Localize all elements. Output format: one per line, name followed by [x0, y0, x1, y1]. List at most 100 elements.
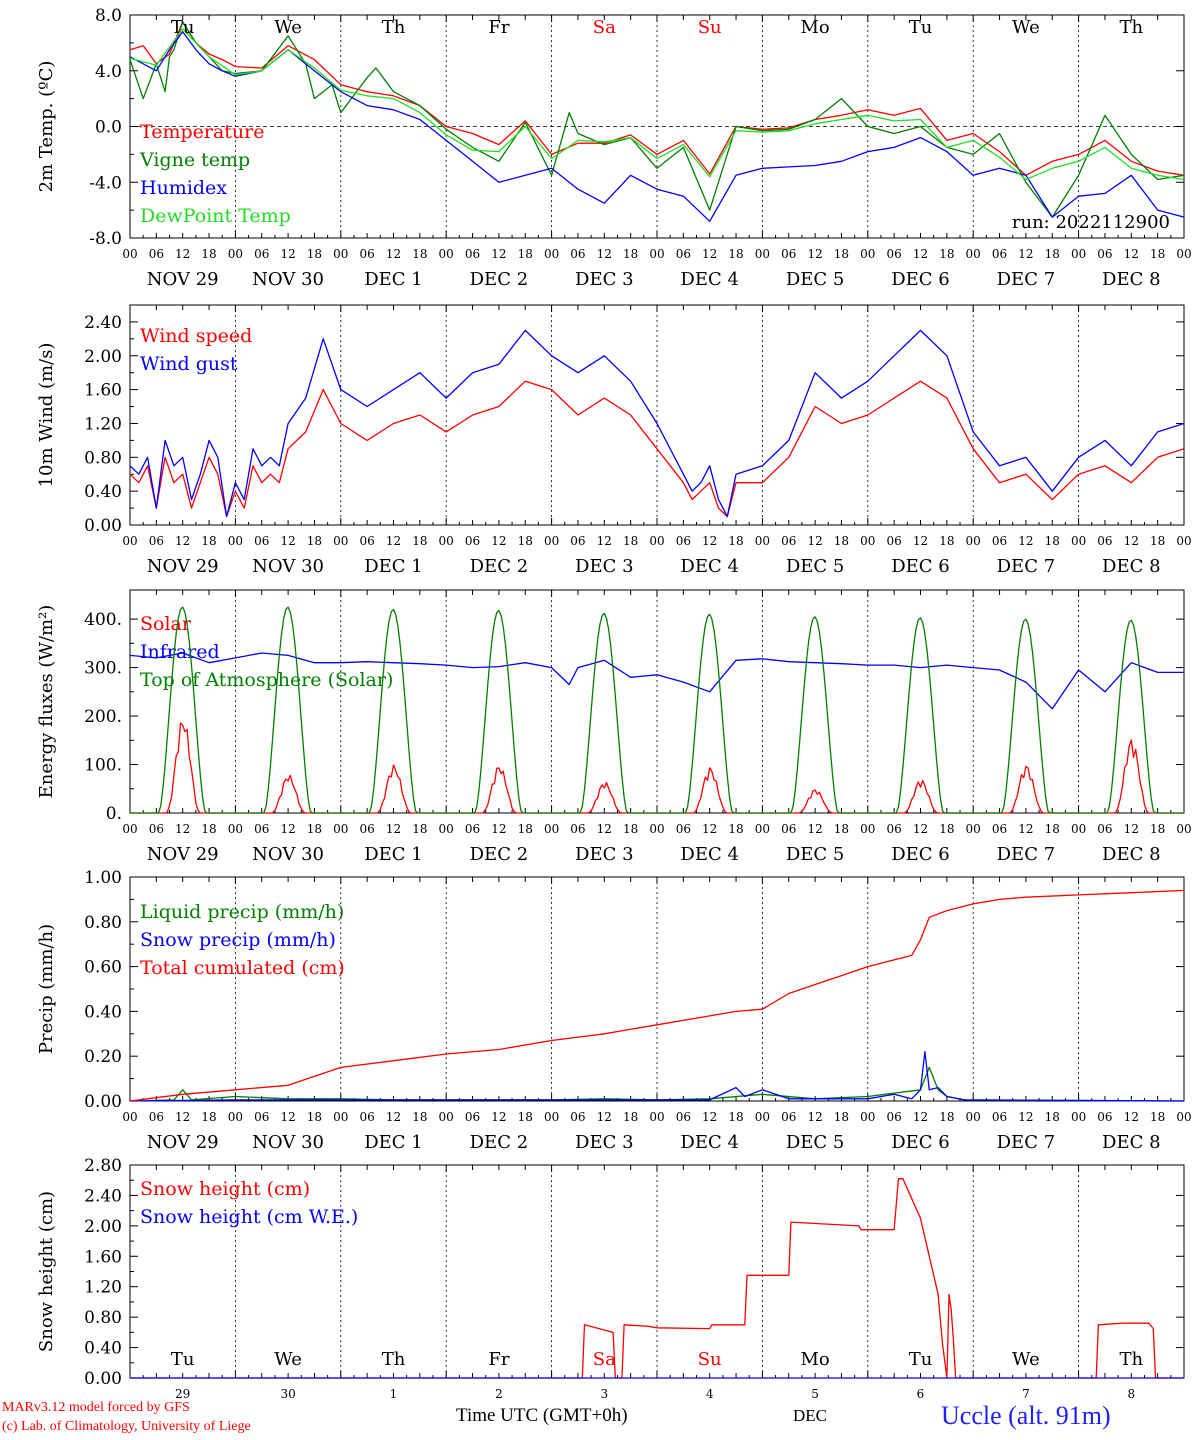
- day-label: NOV 29: [147, 844, 219, 865]
- hour-label: 12: [1018, 247, 1033, 261]
- hour-label: 12: [1018, 822, 1033, 836]
- day-label: DEC 6: [891, 1132, 950, 1153]
- hour-label: 00: [228, 822, 243, 836]
- day-label: DEC 2: [470, 269, 529, 290]
- y-tick-label: 0.0: [95, 118, 122, 138]
- y-tick-label: 1.60: [84, 1247, 122, 1267]
- hour-label: 06: [887, 822, 902, 836]
- hour-label: 06: [887, 247, 902, 261]
- month-label: DEC: [793, 1406, 827, 1425]
- y-tick-label: 300.: [84, 659, 122, 679]
- hour-label: 18: [412, 1110, 427, 1124]
- hour-label: 12: [175, 1110, 190, 1124]
- hour-label: 18: [834, 247, 849, 261]
- hour-label: 00: [966, 247, 981, 261]
- day-label: NOV 29: [147, 1132, 219, 1153]
- day-label: DEC 4: [680, 844, 739, 865]
- hour-label: 12: [1124, 822, 1139, 836]
- hour-label: 00: [439, 1110, 454, 1124]
- hour-label: 00: [1071, 822, 1086, 836]
- weekday-label: Tu: [171, 1349, 195, 1370]
- hour-label: 12: [597, 534, 612, 548]
- hour-label: 18: [1045, 534, 1060, 548]
- weekday-label: Tu: [909, 17, 933, 38]
- hour-label: 12: [913, 822, 928, 836]
- panel-4: 0.00 0.20 0.40 0.60 0.80 1.00 Precip (mm/h) Liq…: [36, 868, 1192, 1153]
- y-tick-label: -4.0: [89, 173, 122, 193]
- hour-label: 06: [781, 247, 796, 261]
- hour-label: 00: [649, 247, 664, 261]
- hour-label: 00: [1071, 247, 1086, 261]
- y-tick-label: 0.00: [84, 1369, 122, 1389]
- hour-label: 00: [439, 822, 454, 836]
- y-axis-label: Precip (mm/h): [36, 924, 57, 1054]
- hour-label: 12: [386, 534, 401, 548]
- hour-label: 18: [412, 822, 427, 836]
- hour-label: 18: [412, 247, 427, 261]
- weekday-label: We: [1012, 1349, 1040, 1370]
- y-tick-label: 2.00: [84, 1217, 122, 1237]
- legend-entry: Solar: [140, 613, 192, 635]
- hour-label: 12: [913, 534, 928, 548]
- weekday-label: Su: [698, 17, 722, 38]
- weekday-label: Fr: [488, 17, 509, 38]
- day-label: DEC 1: [364, 269, 423, 290]
- series-line-humidex: [129, 31, 1185, 222]
- hour-label: 18: [939, 1110, 954, 1124]
- legend-entry: Wind gust: [140, 353, 238, 375]
- hour-label: 12: [702, 822, 717, 836]
- day-label: DEC 8: [1102, 844, 1161, 865]
- hour-label: 00: [333, 534, 348, 548]
- hour-label: 06: [149, 822, 164, 836]
- hour-label: 06: [465, 1110, 480, 1124]
- hour-label: 12: [386, 822, 401, 836]
- hour-label: 06: [149, 1110, 164, 1124]
- hour-label: 12: [386, 1110, 401, 1124]
- y-axis-label: 10m Wind (m/s): [36, 343, 57, 488]
- hour-label: 12: [386, 247, 401, 261]
- hour-label: 12: [1124, 1110, 1139, 1124]
- legend-entry: Liquid precip (mm/h): [140, 901, 344, 923]
- hour-label: 18: [1150, 822, 1165, 836]
- y-tick-label: 2.80: [84, 1156, 122, 1176]
- hour-label: 06: [676, 534, 691, 548]
- y-tick-label: 8.0: [95, 6, 122, 26]
- hour-label: 12: [913, 247, 928, 261]
- hour-label: 00: [755, 247, 770, 261]
- series-line-dewpoint-temp: [129, 28, 1185, 181]
- weekday-label: Tu: [909, 1349, 933, 1370]
- hour-label: 18: [1150, 247, 1165, 261]
- weekday-label: Th: [382, 17, 406, 38]
- y-tick-label: 400.: [84, 610, 122, 630]
- day-number-label: 4: [706, 1387, 714, 1401]
- hour-label: 00: [544, 1110, 559, 1124]
- hour-label: 06: [149, 534, 164, 548]
- day-label: DEC 3: [575, 1132, 634, 1153]
- hour-label: 00: [544, 822, 559, 836]
- day-label: NOV 30: [252, 269, 324, 290]
- weekday-label: Th: [1119, 1349, 1143, 1370]
- hour-label: 18: [201, 534, 216, 548]
- weekday-label: We: [274, 17, 302, 38]
- day-label: DEC 1: [364, 556, 423, 577]
- legend-entry: Humidex: [140, 177, 227, 199]
- hour-label: 06: [149, 247, 164, 261]
- day-label: DEC 1: [364, 1132, 423, 1153]
- hour-label: 18: [201, 822, 216, 836]
- hour-label: 12: [807, 534, 822, 548]
- weekday-label: Su: [698, 1349, 722, 1370]
- hour-label: 00: [649, 534, 664, 548]
- hour-label: 12: [1124, 534, 1139, 548]
- hour-label: 00: [649, 822, 664, 836]
- weekday-label: Mo: [800, 1349, 829, 1370]
- day-label: NOV 30: [252, 556, 324, 577]
- series-line-vigne-temp: [129, 21, 1185, 218]
- hour-label: 18: [1150, 534, 1165, 548]
- y-tick-label: 100.: [84, 756, 122, 776]
- day-number-label: 1: [390, 1387, 398, 1401]
- day-label: DEC 2: [470, 844, 529, 865]
- hour-label: 18: [623, 1110, 638, 1124]
- day-number-label: 8: [1127, 1387, 1135, 1401]
- hour-label: 18: [307, 534, 322, 548]
- hour-label: 12: [807, 822, 822, 836]
